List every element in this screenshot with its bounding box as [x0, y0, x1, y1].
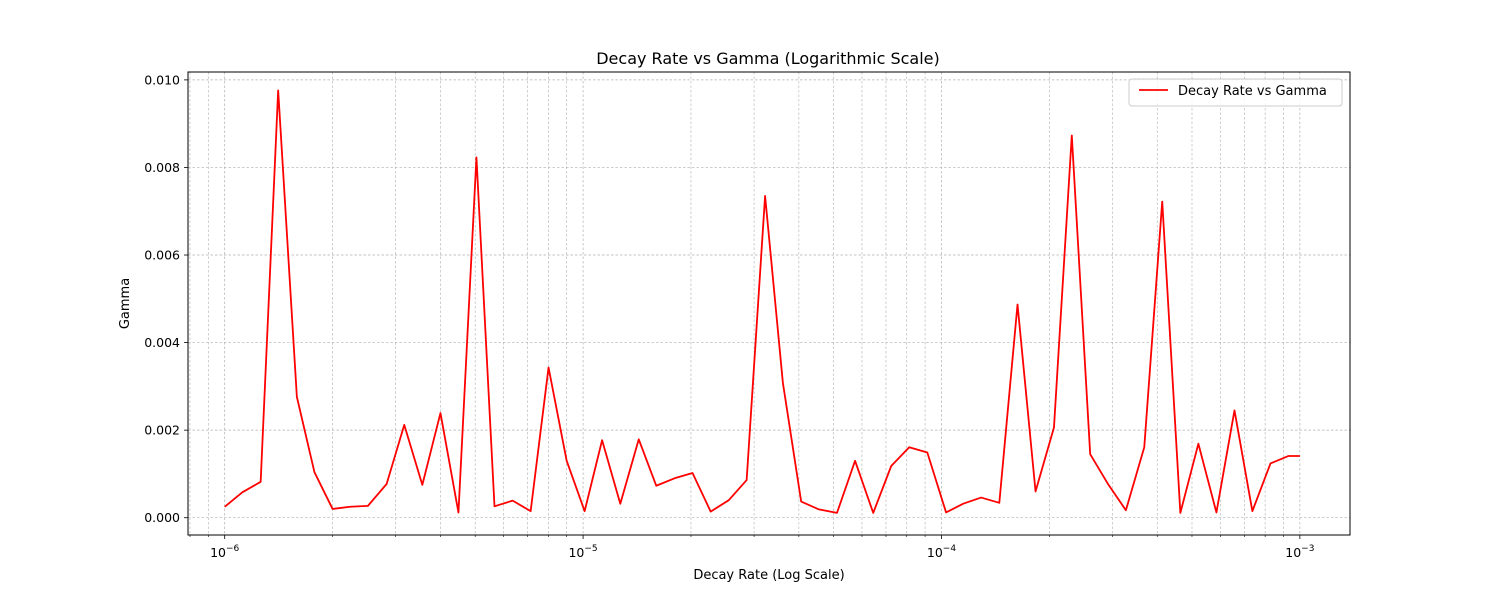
x-tick-label: 10−4 [927, 544, 956, 560]
legend-label: Decay Rate vs Gamma [1178, 84, 1327, 99]
y-tick-label: 0.008 [144, 160, 180, 175]
x-axis-label: Decay Rate (Log Scale) [693, 568, 844, 583]
legend-box [1128, 78, 1343, 107]
y-tick-label: 0.000 [144, 510, 180, 525]
x-axis-ticks: 10−6 10−5 10−4 10−3 [189, 535, 1314, 560]
plot-frame [187, 71, 1351, 536]
series-line [224, 89, 1300, 514]
x-tick-label: 10−6 [210, 544, 239, 560]
x-tick-label: 10−5 [568, 544, 597, 560]
x-tick-label: 10−3 [1285, 544, 1314, 560]
series-layer [224, 89, 1300, 514]
y-axis-ticks: 0.000 0.002 0.004 0.006 0.008 0.010 [144, 72, 188, 525]
y-axis-label: Gamma [118, 278, 133, 329]
legend: Decay Rate vs Gamma [1128, 78, 1343, 107]
y-tick-label: 0.002 [144, 423, 180, 438]
y-tick-label: 0.006 [144, 248, 180, 263]
y-tick-label: 0.010 [144, 72, 180, 87]
y-tick-label: 0.004 [144, 335, 180, 350]
chart-title: Decay Rate vs Gamma (Logarithmic Scale) [596, 49, 940, 68]
